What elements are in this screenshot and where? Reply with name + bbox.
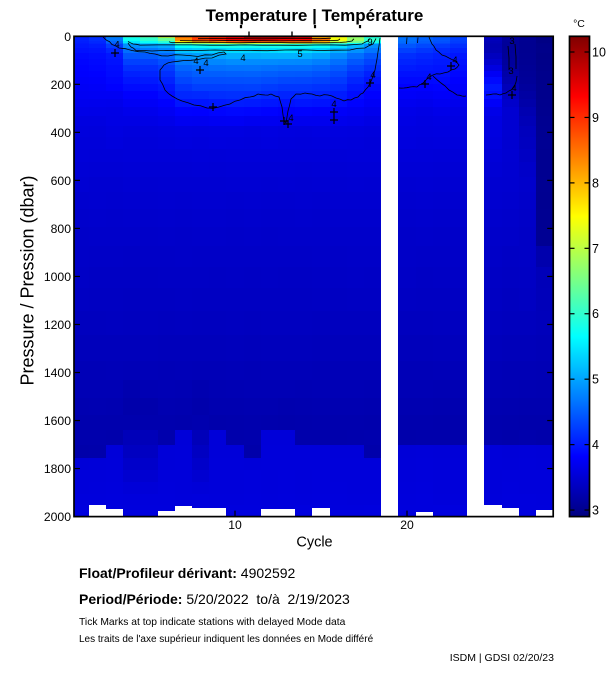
svg-text:3: 3 <box>592 504 599 518</box>
svg-text:600: 600 <box>51 174 72 188</box>
svg-text:ISDM | GDSI 02/20/23: ISDM | GDSI 02/20/23 <box>450 652 554 664</box>
svg-text:4: 4 <box>511 83 516 94</box>
svg-text:0: 0 <box>64 30 71 44</box>
svg-text:7: 7 <box>592 242 599 256</box>
svg-text:4: 4 <box>203 58 208 69</box>
svg-text:Float/Profileur dérivant: 4902: Float/Profileur dérivant: 4902592 <box>79 565 296 581</box>
svg-text:10: 10 <box>228 518 242 532</box>
svg-text:2000: 2000 <box>44 510 71 524</box>
svg-text:200: 200 <box>51 78 72 92</box>
svg-text:9: 9 <box>367 37 372 48</box>
svg-text:4: 4 <box>426 72 431 83</box>
svg-text:Pressure / Pression (dbar): Pressure / Pression (dbar) <box>18 175 38 385</box>
svg-text:Period/Période: 5/20/2022 to/: Period/Période: 5/20/2022 to/à 2/19/2023 <box>79 591 350 607</box>
svg-text:400: 400 <box>51 126 72 140</box>
svg-text:Tick Marks at top indicate sta: Tick Marks at top indicate stations with… <box>79 617 346 628</box>
svg-text:4: 4 <box>452 55 457 66</box>
svg-text:4: 4 <box>331 99 336 110</box>
svg-text:4: 4 <box>114 40 119 51</box>
svg-text:4: 4 <box>240 53 245 64</box>
svg-text:20: 20 <box>400 518 414 532</box>
svg-text:9: 9 <box>592 111 599 125</box>
svg-text:6: 6 <box>592 307 599 321</box>
svg-text:3: 3 <box>509 36 514 47</box>
svg-text:4: 4 <box>592 438 599 452</box>
svg-text:Cycle: Cycle <box>296 535 332 551</box>
svg-text:1000: 1000 <box>44 270 71 284</box>
svg-text:Temperature | Température: Temperature | Température <box>206 6 424 25</box>
svg-text:1600: 1600 <box>44 414 71 428</box>
svg-text:5: 5 <box>297 49 302 60</box>
svg-text:Les traits de l'axe supérieur: Les traits de l'axe supérieur indiquent … <box>79 634 374 645</box>
svg-text:4: 4 <box>288 113 293 124</box>
svg-text:800: 800 <box>51 222 72 236</box>
svg-text:1800: 1800 <box>44 462 71 476</box>
svg-text:8: 8 <box>592 176 599 190</box>
svg-text:10: 10 <box>592 46 606 60</box>
svg-text:1200: 1200 <box>44 318 71 332</box>
svg-text:5: 5 <box>592 373 599 387</box>
svg-text:1400: 1400 <box>44 366 71 380</box>
svg-text:°C: °C <box>573 18 585 30</box>
svg-text:3: 3 <box>508 66 513 77</box>
svg-text:4: 4 <box>193 56 198 67</box>
svg-text:4: 4 <box>370 70 375 81</box>
